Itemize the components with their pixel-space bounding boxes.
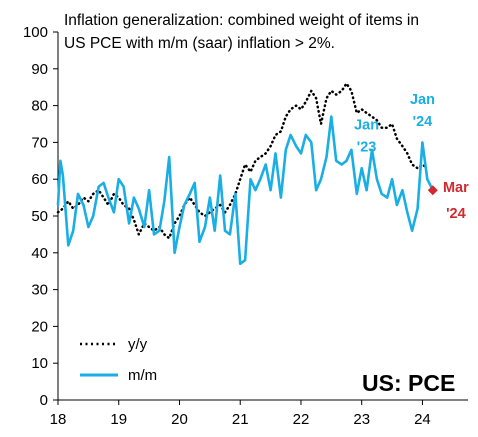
x-tick-label: 20: [171, 411, 188, 428]
highlight-point-marker: [427, 185, 438, 196]
y-tick-label: 30: [31, 282, 48, 299]
axes: [57, 32, 468, 401]
plot-area: [56, 82, 438, 266]
annotation-label: Mar: [443, 180, 469, 196]
y-tick-label: 50: [31, 208, 48, 225]
series-line-mm: [56, 115, 435, 266]
brand-label: US: PCE: [362, 370, 455, 396]
chart-title: Inflation generalization: combined weigh…: [64, 12, 419, 52]
annotation-label: '24: [446, 206, 466, 222]
series-line-yy: [56, 82, 429, 240]
legend-label-yy: y/y: [128, 336, 148, 353]
y-tick-label: 70: [31, 134, 48, 151]
annotation-label: Jan: [410, 92, 435, 108]
y-tick-label: 10: [31, 355, 48, 372]
x-tick-label: 23: [353, 411, 370, 428]
legend-label-mm: m/m: [128, 367, 157, 384]
x-tick-label: 22: [293, 411, 310, 428]
y-tick-label: 20: [31, 318, 48, 335]
y-axis-ticks: 0 10 20 30 40 50 60 70 80 90 100: [23, 24, 58, 409]
annotation-label: '24: [413, 114, 433, 130]
x-tick-label: 21: [232, 411, 249, 428]
chart-title-line-1: Inflation generalization: combined weigh…: [64, 12, 419, 29]
y-tick-label: 0: [40, 392, 48, 409]
x-axis-ticks: 18 19 20 21 22 23 24: [50, 400, 431, 428]
annotation-label: Jan: [354, 118, 379, 134]
y-tick-label: 90: [31, 61, 48, 78]
chart-title-line-2: US PCE with m/m (saar) inflation > 2%.: [64, 35, 335, 52]
annotation-label: '23: [357, 140, 377, 156]
y-tick-label: 60: [31, 171, 48, 188]
x-tick-label: 19: [110, 411, 127, 428]
y-tick-label: 40: [31, 245, 48, 262]
x-tick-label: 24: [414, 411, 431, 428]
x-tick-label: 18: [50, 411, 67, 428]
y-tick-label: 80: [31, 98, 48, 115]
legend: y/y m/m: [80, 336, 157, 384]
y-tick-label: 100: [23, 24, 48, 41]
annotations: Jan '24 Jan '23 Mar '24: [354, 92, 469, 222]
